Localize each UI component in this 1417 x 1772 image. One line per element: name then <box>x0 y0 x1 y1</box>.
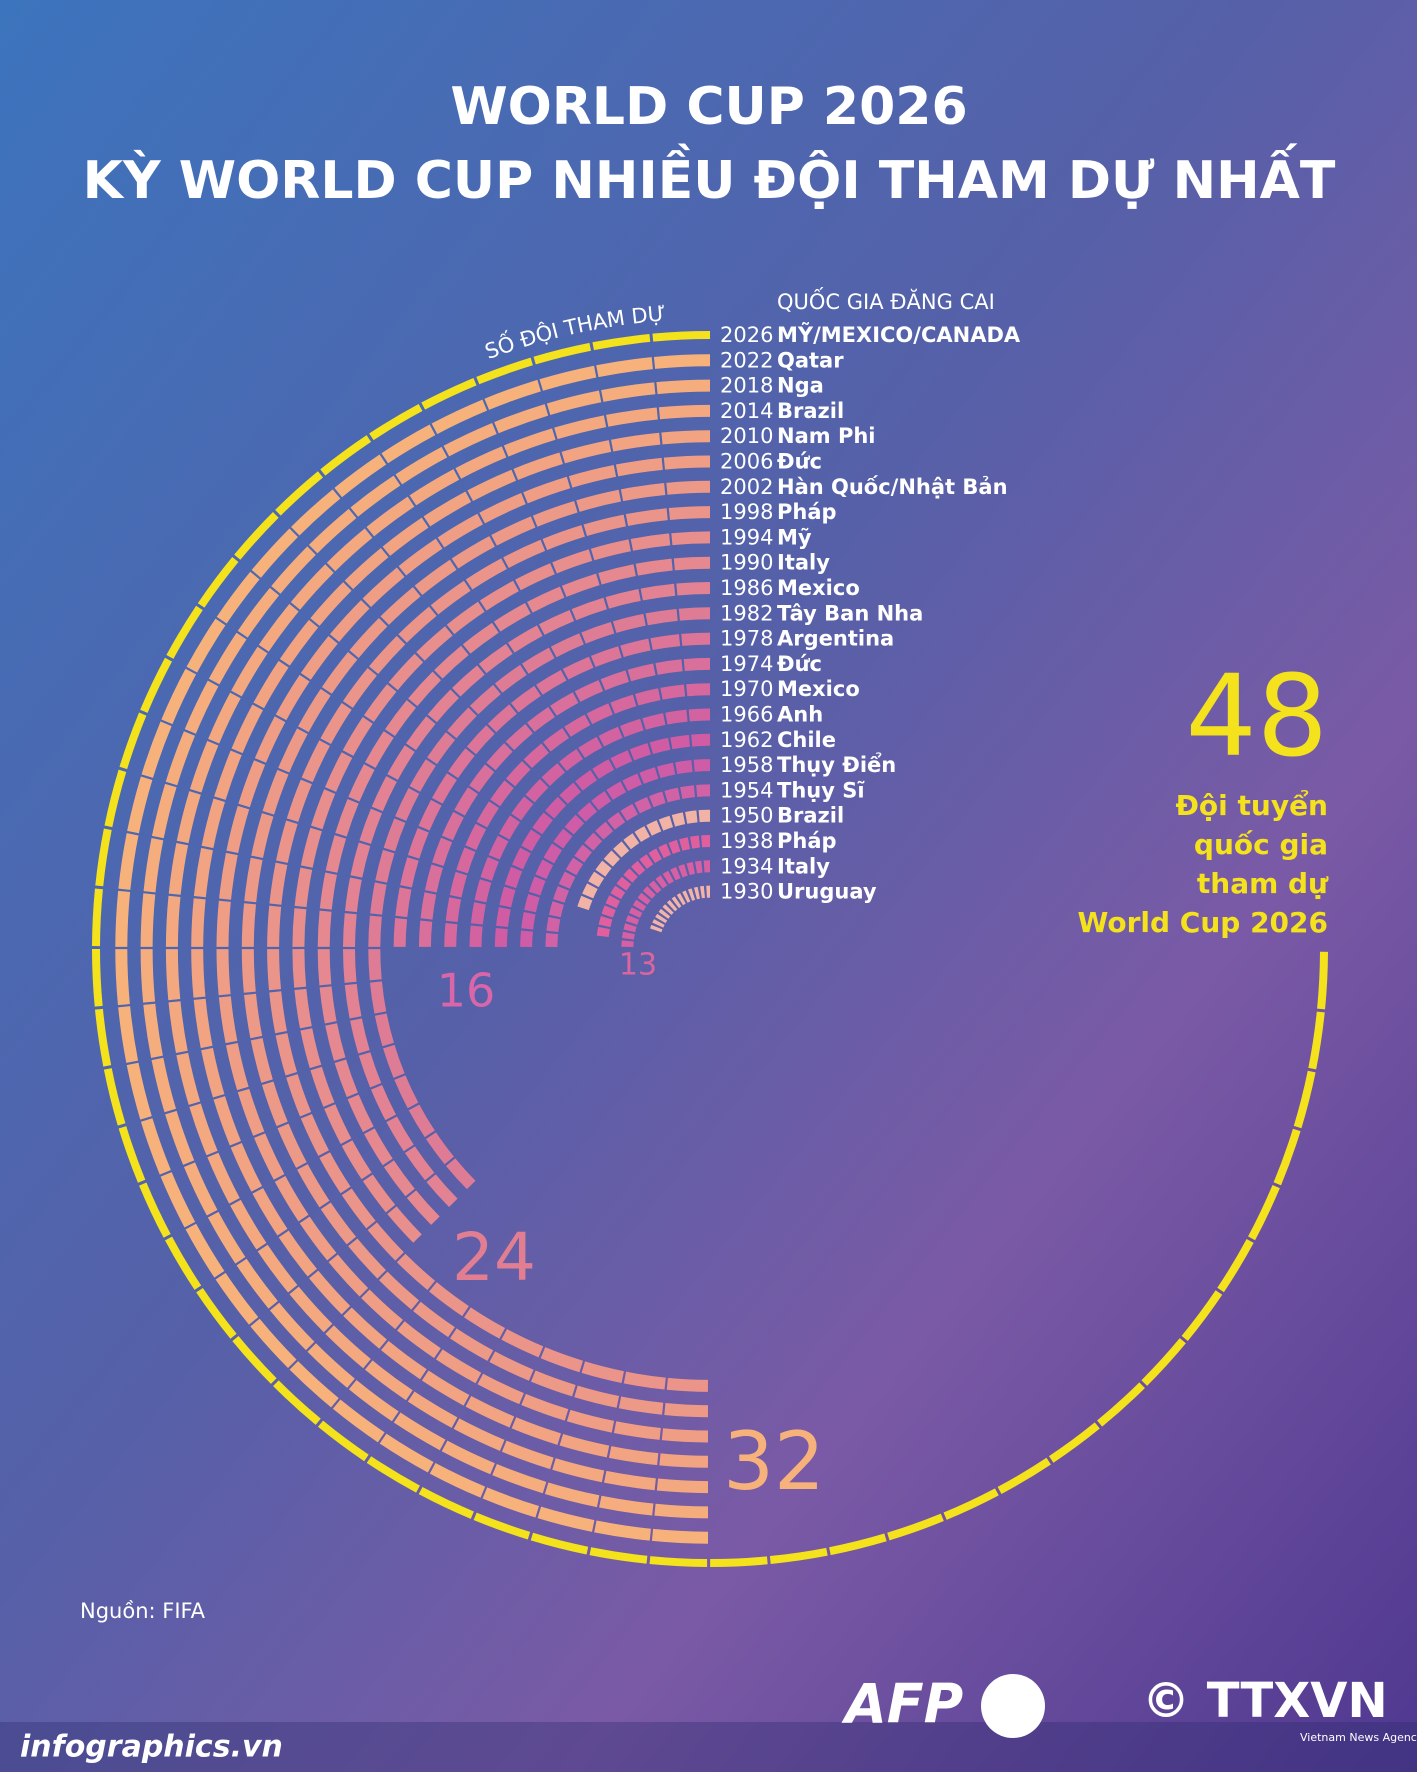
year-label: 1962 <box>720 728 773 752</box>
ring <box>393 632 711 950</box>
ring <box>418 657 711 950</box>
host-label: Italy <box>777 854 830 878</box>
highlight-text: tham dự <box>1197 867 1329 900</box>
year-label: 1950 <box>720 804 773 828</box>
year-label: 2018 <box>720 374 773 398</box>
host-label: Argentina <box>777 627 894 651</box>
host-label: Tây Ban Nha <box>777 601 923 625</box>
host-label: Brazil <box>777 804 844 828</box>
year-label: 1978 <box>720 627 773 651</box>
year-label: 1970 <box>720 677 773 701</box>
ring <box>520 759 711 950</box>
ring <box>494 733 711 950</box>
group-label: 32 <box>723 1415 825 1508</box>
host-label: Uruguay <box>777 880 877 904</box>
year-label: 1958 <box>720 753 773 777</box>
host-label: Mexico <box>777 677 860 701</box>
ring <box>216 455 711 1443</box>
year-label: 1966 <box>720 703 773 727</box>
ring <box>317 556 711 1227</box>
ring <box>165 404 711 1494</box>
host-label: Mỹ <box>777 525 812 549</box>
host-label: Italy <box>777 551 830 575</box>
year-label: 1990 <box>720 551 773 575</box>
year-label: 1938 <box>720 829 773 853</box>
year-label: 2022 <box>720 348 773 372</box>
ring <box>444 683 711 950</box>
source: Nguồn: FIFA <box>80 1599 206 1623</box>
year-label: 1986 <box>720 576 773 600</box>
group-label: 13 <box>619 948 657 983</box>
year-label: 1974 <box>720 652 773 676</box>
afp-globe <box>981 1674 1045 1738</box>
year-label: 1930 <box>720 880 773 904</box>
hosts-header: QUỐC GIA ĐĂNG CAI <box>777 286 995 314</box>
year-label: 2002 <box>720 475 773 499</box>
afp-logo: AFP <box>841 1673 963 1736</box>
group-label: 24 <box>452 1219 536 1296</box>
ring <box>342 582 711 1209</box>
host-label: Qatar <box>777 348 844 372</box>
ring <box>368 607 711 1191</box>
host-label: Chile <box>777 728 836 752</box>
group-label: 16 <box>437 964 496 1018</box>
host-label: Nga <box>777 374 824 398</box>
ring <box>649 885 711 935</box>
year-label: 1934 <box>720 854 773 878</box>
year-label: 1954 <box>720 778 773 802</box>
agency: Vietnam News Agency <box>1300 1731 1417 1744</box>
host-label: MỸ/MEXICO/CANADA <box>777 322 1021 347</box>
highlight-text: quốc gia <box>1194 828 1328 861</box>
highlight-number: 48 <box>1185 652 1328 782</box>
ring <box>545 784 711 950</box>
ring <box>241 480 711 1418</box>
host-label: Hàn Quốc/Nhật Bản <box>777 475 1008 499</box>
highlight-text: World Cup 2026 <box>1077 906 1328 939</box>
title-line: KỲ WORLD CUP NHIỀU ĐỘI THAM DỰ NHẤT <box>83 143 1336 211</box>
ring <box>267 506 711 1392</box>
ring <box>576 809 711 913</box>
ring <box>92 331 1328 1567</box>
host-label: Brazil <box>777 399 844 423</box>
ring <box>596 835 711 940</box>
ring <box>140 379 711 1519</box>
host-label: Thụy Sĩ <box>777 778 865 802</box>
host-label: Đức <box>777 450 822 474</box>
host-label: Pháp <box>777 500 837 524</box>
title-line: WORLD CUP 2026 <box>450 77 967 137</box>
ring <box>191 430 711 1468</box>
year-label: 2014 <box>720 399 773 423</box>
ring <box>469 708 711 950</box>
site: infographics.vn <box>20 1730 283 1765</box>
year-label: 2026 <box>720 323 773 347</box>
year-label: 1998 <box>720 500 773 524</box>
host-label: Pháp <box>777 829 837 853</box>
ring <box>621 860 711 950</box>
host-label: Anh <box>777 703 823 727</box>
ttxvn-logo: © TTXVN <box>1142 1673 1388 1729</box>
host-label: Nam Phi <box>777 424 875 448</box>
host-label: Mexico <box>777 576 860 600</box>
host-label: Đức <box>777 652 822 676</box>
host-label: Thụy Điển <box>777 752 896 777</box>
year-label: 2010 <box>720 424 773 448</box>
ring <box>115 354 711 1544</box>
year-label: 1982 <box>720 601 773 625</box>
ring <box>292 531 711 1245</box>
footer-bar <box>0 1722 1417 1772</box>
year-label: 2006 <box>720 450 773 474</box>
highlight-text: Đội tuyển <box>1175 788 1328 822</box>
year-label: 1994 <box>720 525 773 549</box>
